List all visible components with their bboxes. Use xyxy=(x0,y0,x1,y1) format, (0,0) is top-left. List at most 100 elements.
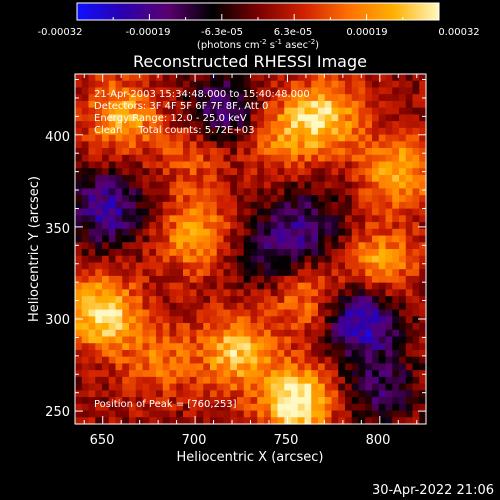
heatmap-cell xyxy=(405,323,414,331)
heatmap-cell xyxy=(345,201,353,210)
heatmap-cell xyxy=(318,269,326,277)
heatmap-cell xyxy=(129,174,137,183)
heatmap-cell xyxy=(378,188,387,196)
heatmap-cell xyxy=(399,148,407,156)
heatmap-cell xyxy=(102,376,110,385)
heatmap-cell xyxy=(358,181,366,190)
heatmap-cell xyxy=(365,141,373,149)
heatmap-cell xyxy=(223,154,231,163)
heatmap-cell xyxy=(203,255,211,264)
heatmap-cell xyxy=(169,134,177,142)
heatmap-cell xyxy=(345,302,353,311)
x-axis-label: Heliocentric X (arcsec) xyxy=(177,450,324,465)
heatmap-cell xyxy=(372,74,380,82)
heatmap-cell xyxy=(135,154,144,163)
heatmap-cell xyxy=(162,275,171,284)
heatmap-cell xyxy=(81,208,90,216)
heatmap-cell xyxy=(250,269,258,277)
heatmap-cell xyxy=(243,222,252,230)
heatmap-cell xyxy=(385,249,393,257)
heatmap-cell xyxy=(405,410,414,418)
heatmap-cell xyxy=(338,134,346,142)
heatmap-cell xyxy=(304,80,312,89)
heatmap-cell xyxy=(372,154,380,163)
heatmap-cell xyxy=(297,255,306,264)
heatmap-cell xyxy=(324,80,333,89)
heatmap-cell xyxy=(243,174,252,183)
heatmap-cell xyxy=(95,148,103,156)
heatmap-cell xyxy=(412,289,420,297)
heatmap-cell xyxy=(230,174,238,183)
heatmap-cell xyxy=(405,417,414,425)
heatmap-cell xyxy=(243,121,252,129)
heatmap-cell xyxy=(345,181,353,190)
heatmap-cell xyxy=(243,80,252,89)
heatmap-cell xyxy=(412,390,420,398)
heatmap-cell xyxy=(392,201,400,210)
heatmap-cell xyxy=(237,208,245,216)
heatmap-cell xyxy=(88,228,96,237)
heatmap-cell xyxy=(122,309,130,317)
heatmap-cell xyxy=(156,255,164,264)
heatmap-cell xyxy=(243,255,252,264)
heatmap-cell xyxy=(102,174,110,183)
heatmap-cell xyxy=(264,289,272,297)
heatmap-cell xyxy=(399,363,407,371)
heatmap-cell xyxy=(75,349,83,358)
heatmap-cell xyxy=(277,114,285,122)
heatmap-cell xyxy=(122,100,130,109)
heatmap-cell xyxy=(277,121,285,129)
heatmap-cell xyxy=(210,343,218,351)
heatmap-cell xyxy=(412,127,420,136)
heatmap-cell xyxy=(284,249,292,257)
heatmap-cell xyxy=(237,161,245,169)
heatmap-cell xyxy=(95,296,103,304)
heatmap-cell xyxy=(95,235,103,243)
heatmap-cell xyxy=(304,383,312,391)
heatmap-cell xyxy=(169,161,177,169)
heatmap-cell xyxy=(257,174,265,183)
heatmap-cell xyxy=(277,134,285,142)
heatmap-cell xyxy=(237,80,245,89)
heatmap-cell xyxy=(412,269,420,277)
heatmap-cell xyxy=(351,249,360,257)
heatmap-cell xyxy=(412,107,420,115)
heatmap-cell xyxy=(169,201,177,210)
heatmap-cell xyxy=(156,249,164,257)
heatmap-cell xyxy=(189,235,198,243)
heatmap-cell xyxy=(183,74,191,82)
heatmap-cell xyxy=(183,269,191,277)
heatmap-cell xyxy=(122,208,130,216)
heatmap-cell xyxy=(162,417,171,425)
heatmap-cell xyxy=(237,410,245,418)
heatmap-cell xyxy=(297,370,306,378)
heatmap-cell xyxy=(297,161,306,169)
heatmap-cell xyxy=(135,356,144,365)
heatmap-cell xyxy=(135,282,144,290)
heatmap-cell xyxy=(75,329,83,338)
heatmap-cell xyxy=(358,289,366,297)
heatmap-cell xyxy=(392,168,400,176)
heatmap-cell xyxy=(257,100,265,109)
heatmap-cell xyxy=(108,74,117,82)
heatmap-cell xyxy=(378,208,387,216)
x-tick-label: 650 xyxy=(90,433,115,448)
heatmap-cell xyxy=(196,134,204,142)
heatmap-cell xyxy=(419,403,427,412)
heatmap-cell xyxy=(385,255,393,264)
heatmap-cell xyxy=(270,336,279,344)
heatmap-cell xyxy=(88,343,96,351)
heatmap-cell xyxy=(324,74,333,82)
heatmap-cell xyxy=(345,309,353,317)
annotation-energy: Energy Range: 12.0 - 25.0 keV xyxy=(94,113,247,124)
heatmap-cell xyxy=(318,107,326,115)
heatmap-cell xyxy=(311,363,319,371)
heatmap-cell xyxy=(81,383,90,391)
heatmap-cell xyxy=(223,349,231,358)
heatmap-cell xyxy=(331,370,339,378)
heatmap-cell xyxy=(88,161,96,169)
heatmap-cell xyxy=(338,282,346,290)
heatmap-cell xyxy=(264,329,272,338)
heatmap-cell xyxy=(210,349,218,358)
heatmap-cell xyxy=(88,148,96,156)
